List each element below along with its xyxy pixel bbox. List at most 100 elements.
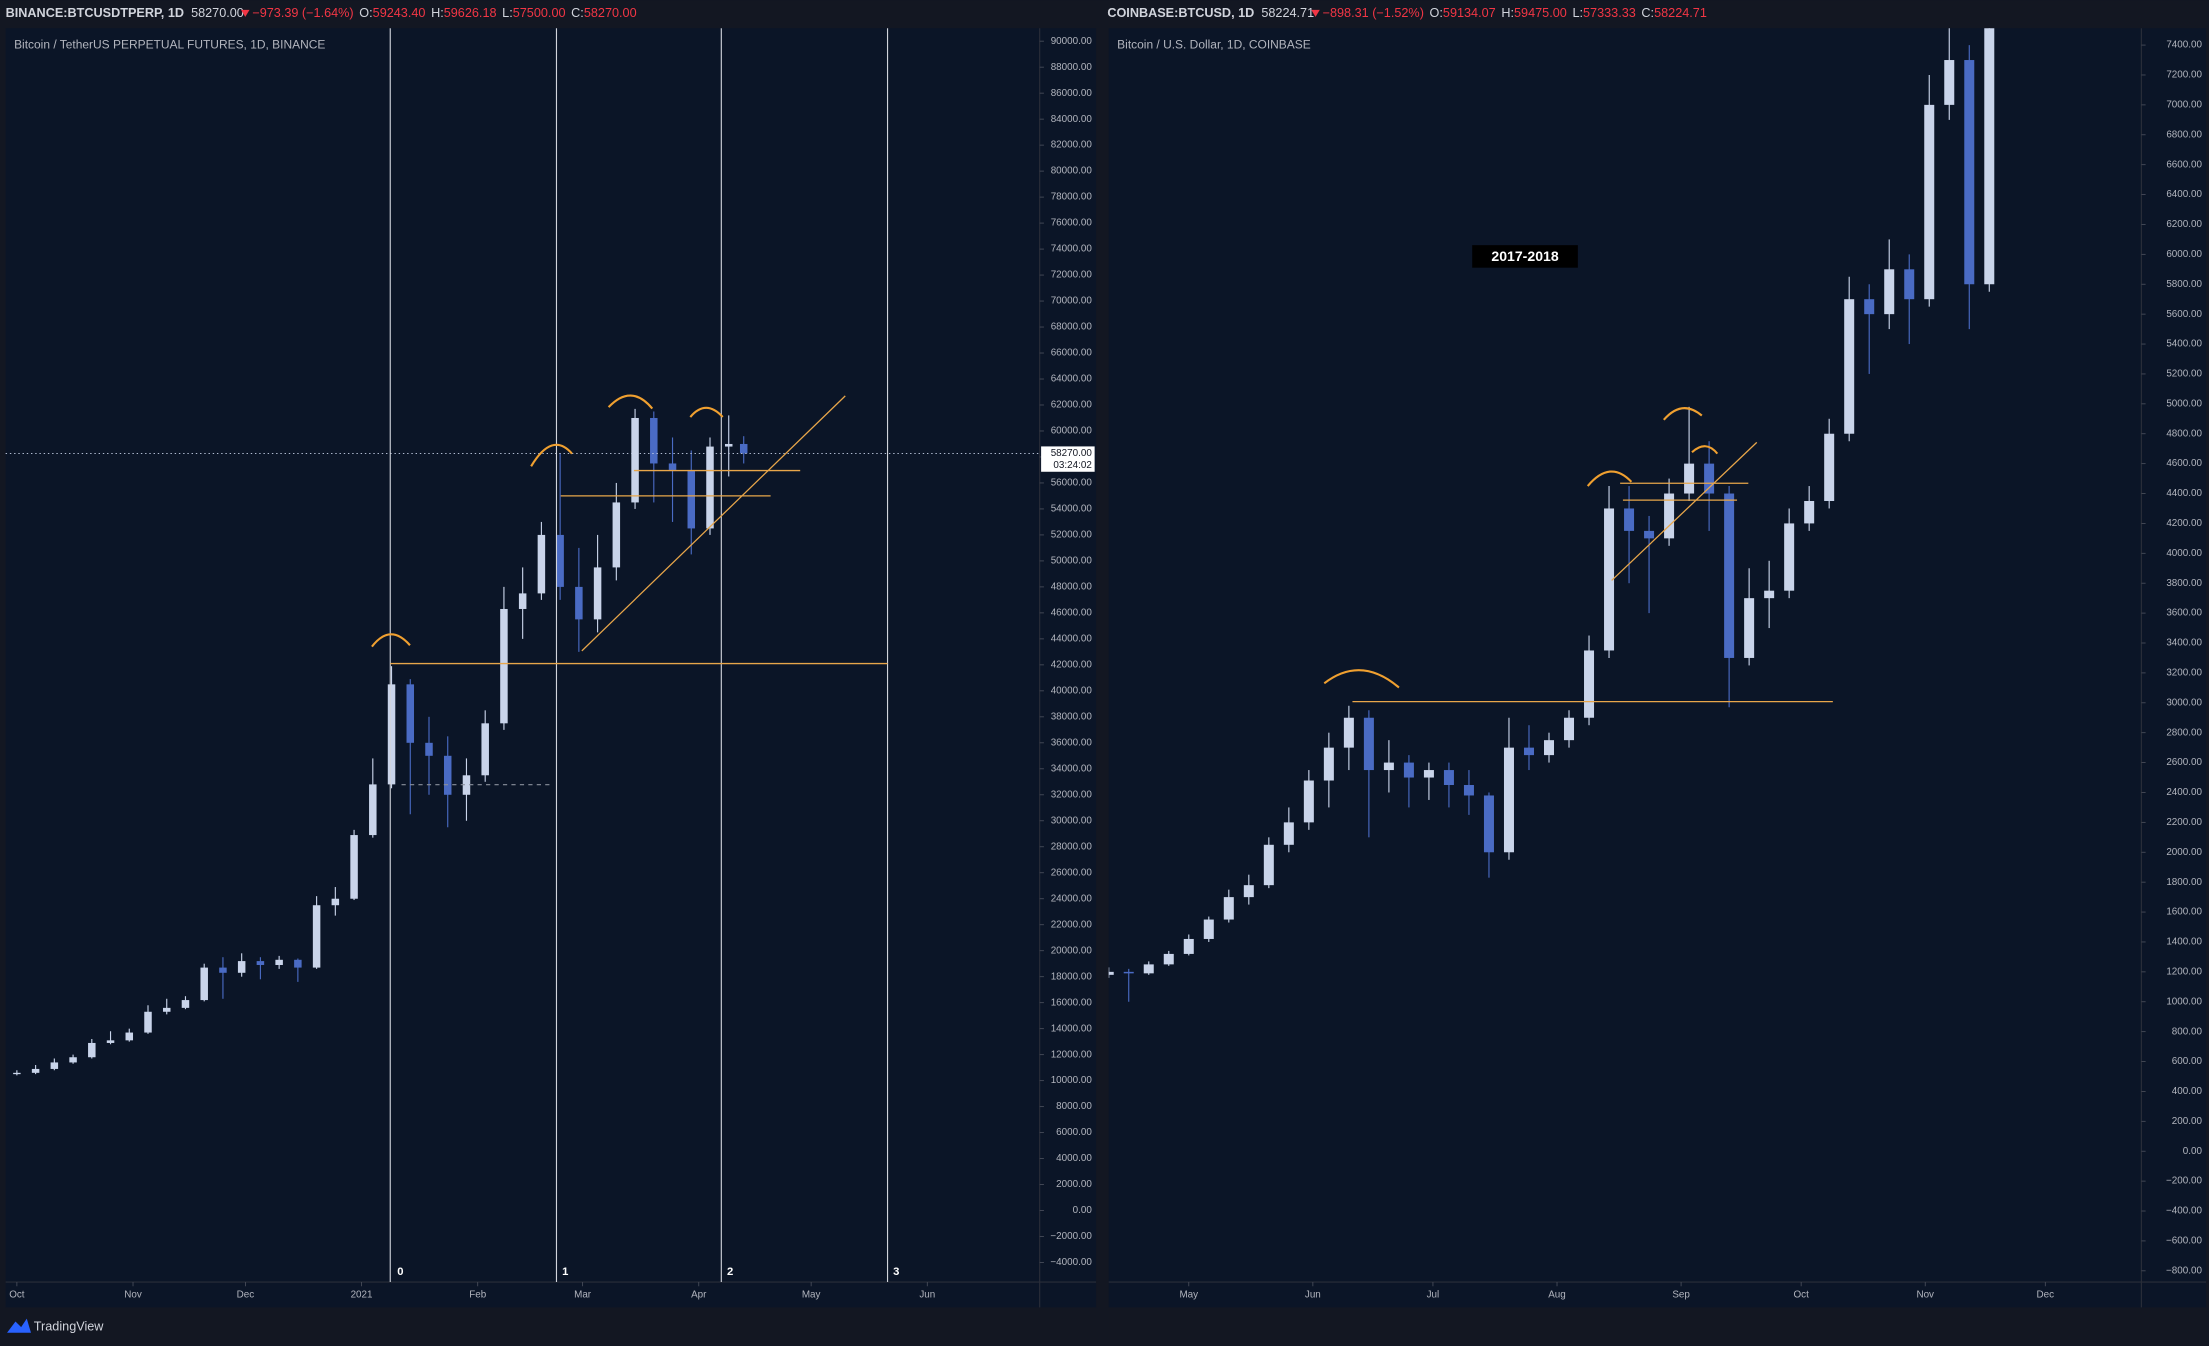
y-tick-label: −4000.00 <box>1050 1257 1092 1268</box>
y-tick-label: 80000.00 <box>1051 166 1093 177</box>
candle-body <box>1644 530 1655 539</box>
candle-body <box>181 1000 190 1008</box>
countdown: 03:24:02 <box>1053 460 1091 471</box>
candle-body <box>1924 104 1935 300</box>
candle-body <box>739 443 748 454</box>
y-tick-label: 38000.00 <box>1051 711 1093 722</box>
y-tick-label: 64000.00 <box>1051 374 1093 385</box>
x-tick-label: Jul <box>1427 1289 1440 1300</box>
y-tick-label: 74000.00 <box>1051 244 1093 255</box>
top-arc <box>1586 470 1633 487</box>
ohlc-key: H: <box>1501 6 1514 20</box>
y-tick-label: 70000.00 <box>1051 296 1093 307</box>
ohlc-key: C: <box>1641 6 1654 20</box>
period-label-bg <box>1472 245 1578 268</box>
candle-body <box>13 1072 21 1075</box>
top-arc <box>607 394 654 410</box>
y-tick-label: 62000.00 <box>1051 400 1093 411</box>
candle-body <box>1564 717 1575 741</box>
y-tick-label: 7400.00 <box>2166 40 2202 51</box>
candle-body <box>350 835 358 899</box>
top-arc <box>689 406 724 418</box>
y-tick-label: 5400.00 <box>2166 339 2202 350</box>
candle-body <box>1363 717 1374 771</box>
y-tick-label: 0.00 <box>1073 1205 1093 1216</box>
candle-body <box>1684 463 1695 494</box>
candle-body <box>69 1057 77 1063</box>
period-label: 2017-2018 <box>1491 248 1558 264</box>
candle-body <box>1964 60 1975 285</box>
candle-body <box>1163 953 1174 965</box>
candle-body <box>331 898 340 906</box>
change: −973.39 (−1.64%) <box>252 6 353 20</box>
candle-body <box>1804 500 1815 524</box>
candle-body <box>406 684 415 743</box>
y-tick-label: 6000.00 <box>1056 1127 1092 1138</box>
y-tick-label: 2000.00 <box>2166 847 2202 858</box>
y-tick-label: 46000.00 <box>1051 607 1093 618</box>
x-tick-label: 2021 <box>351 1289 373 1300</box>
candle-body <box>1904 269 1915 300</box>
y-tick-label: 28000.00 <box>1051 841 1093 852</box>
x-tick-label: Nov <box>1916 1289 1934 1300</box>
y-tick-label: 90000.00 <box>1051 36 1093 47</box>
y-tick-label: 4800.00 <box>2166 428 2202 439</box>
candle-body <box>31 1068 40 1073</box>
x-tick-label: Mar <box>574 1289 592 1300</box>
candle-body <box>1143 964 1154 974</box>
x-tick-label: May <box>802 1289 821 1300</box>
candle-body <box>1764 590 1775 599</box>
x-tick-label: Apr <box>691 1289 707 1300</box>
candle-body <box>1183 938 1194 954</box>
y-tick-label: 1200.00 <box>2166 966 2202 977</box>
y-tick-label: 4000.00 <box>2166 548 2202 559</box>
cycle-label: 1 <box>562 1266 568 1278</box>
candle-body <box>1724 493 1735 658</box>
footer: TradingView <box>7 1318 104 1333</box>
candle-body <box>1544 740 1555 756</box>
y-tick-label: 6800.00 <box>2166 129 2202 140</box>
candle-body <box>144 1011 152 1033</box>
top-arc <box>371 633 411 648</box>
ohlc-key: H: <box>431 6 444 20</box>
y-tick-label: 48000.00 <box>1051 582 1093 593</box>
y-tick-label: 72000.00 <box>1051 270 1093 281</box>
candle-body <box>1323 747 1334 781</box>
x-tick-label: Oct <box>1793 1289 1809 1300</box>
candle-body <box>162 1007 171 1012</box>
header-symbol: BINANCE:BTCUSDTPERP, 1D 58270.00 <box>6 6 244 20</box>
candle-body <box>631 417 639 503</box>
y-tick-label: 54000.00 <box>1051 504 1093 515</box>
header-values: −973.39 (−1.64%) O:59243.40 H:59626.18 L:57… <box>252 6 636 20</box>
y-tick-label: 36000.00 <box>1051 737 1093 748</box>
y-tick-label: 4400.00 <box>2166 488 2202 499</box>
y-tick-label: 5800.00 <box>2166 279 2202 290</box>
candle-body <box>462 775 471 795</box>
candle-body <box>1523 747 1534 756</box>
y-tick-label: −600.00 <box>2166 1236 2202 1247</box>
candle-body <box>1604 508 1615 651</box>
y-tick-label: 5000.00 <box>2166 398 2202 409</box>
y-tick-label: 400.00 <box>2172 1086 2203 1097</box>
y-tick-label: 78000.00 <box>1051 192 1093 203</box>
y-tick-label: 1400.00 <box>2166 937 2202 948</box>
last-price-tag <box>1041 446 1095 472</box>
top-arc <box>1662 407 1703 421</box>
y-tick-label: 84000.00 <box>1051 114 1093 125</box>
ohlc-key: O: <box>359 6 372 20</box>
candle-body <box>1824 433 1835 501</box>
y-tick-label: 6400.00 <box>2166 189 2202 200</box>
candle-body <box>575 586 583 620</box>
x-tick-label: Jun <box>1305 1289 1321 1300</box>
ohlc-key: C: <box>571 6 584 20</box>
y-tick-label: 5200.00 <box>2166 369 2202 380</box>
x-tick-label: Jun <box>919 1289 935 1300</box>
cycle-label: 0 <box>397 1266 403 1278</box>
x-tick-label: May <box>1179 1289 1198 1300</box>
y-tick-label: 42000.00 <box>1051 659 1093 670</box>
y-tick-label: 2200.00 <box>2166 817 2202 828</box>
y-tick-label: 7000.00 <box>2166 99 2202 110</box>
candle-body <box>369 784 377 836</box>
